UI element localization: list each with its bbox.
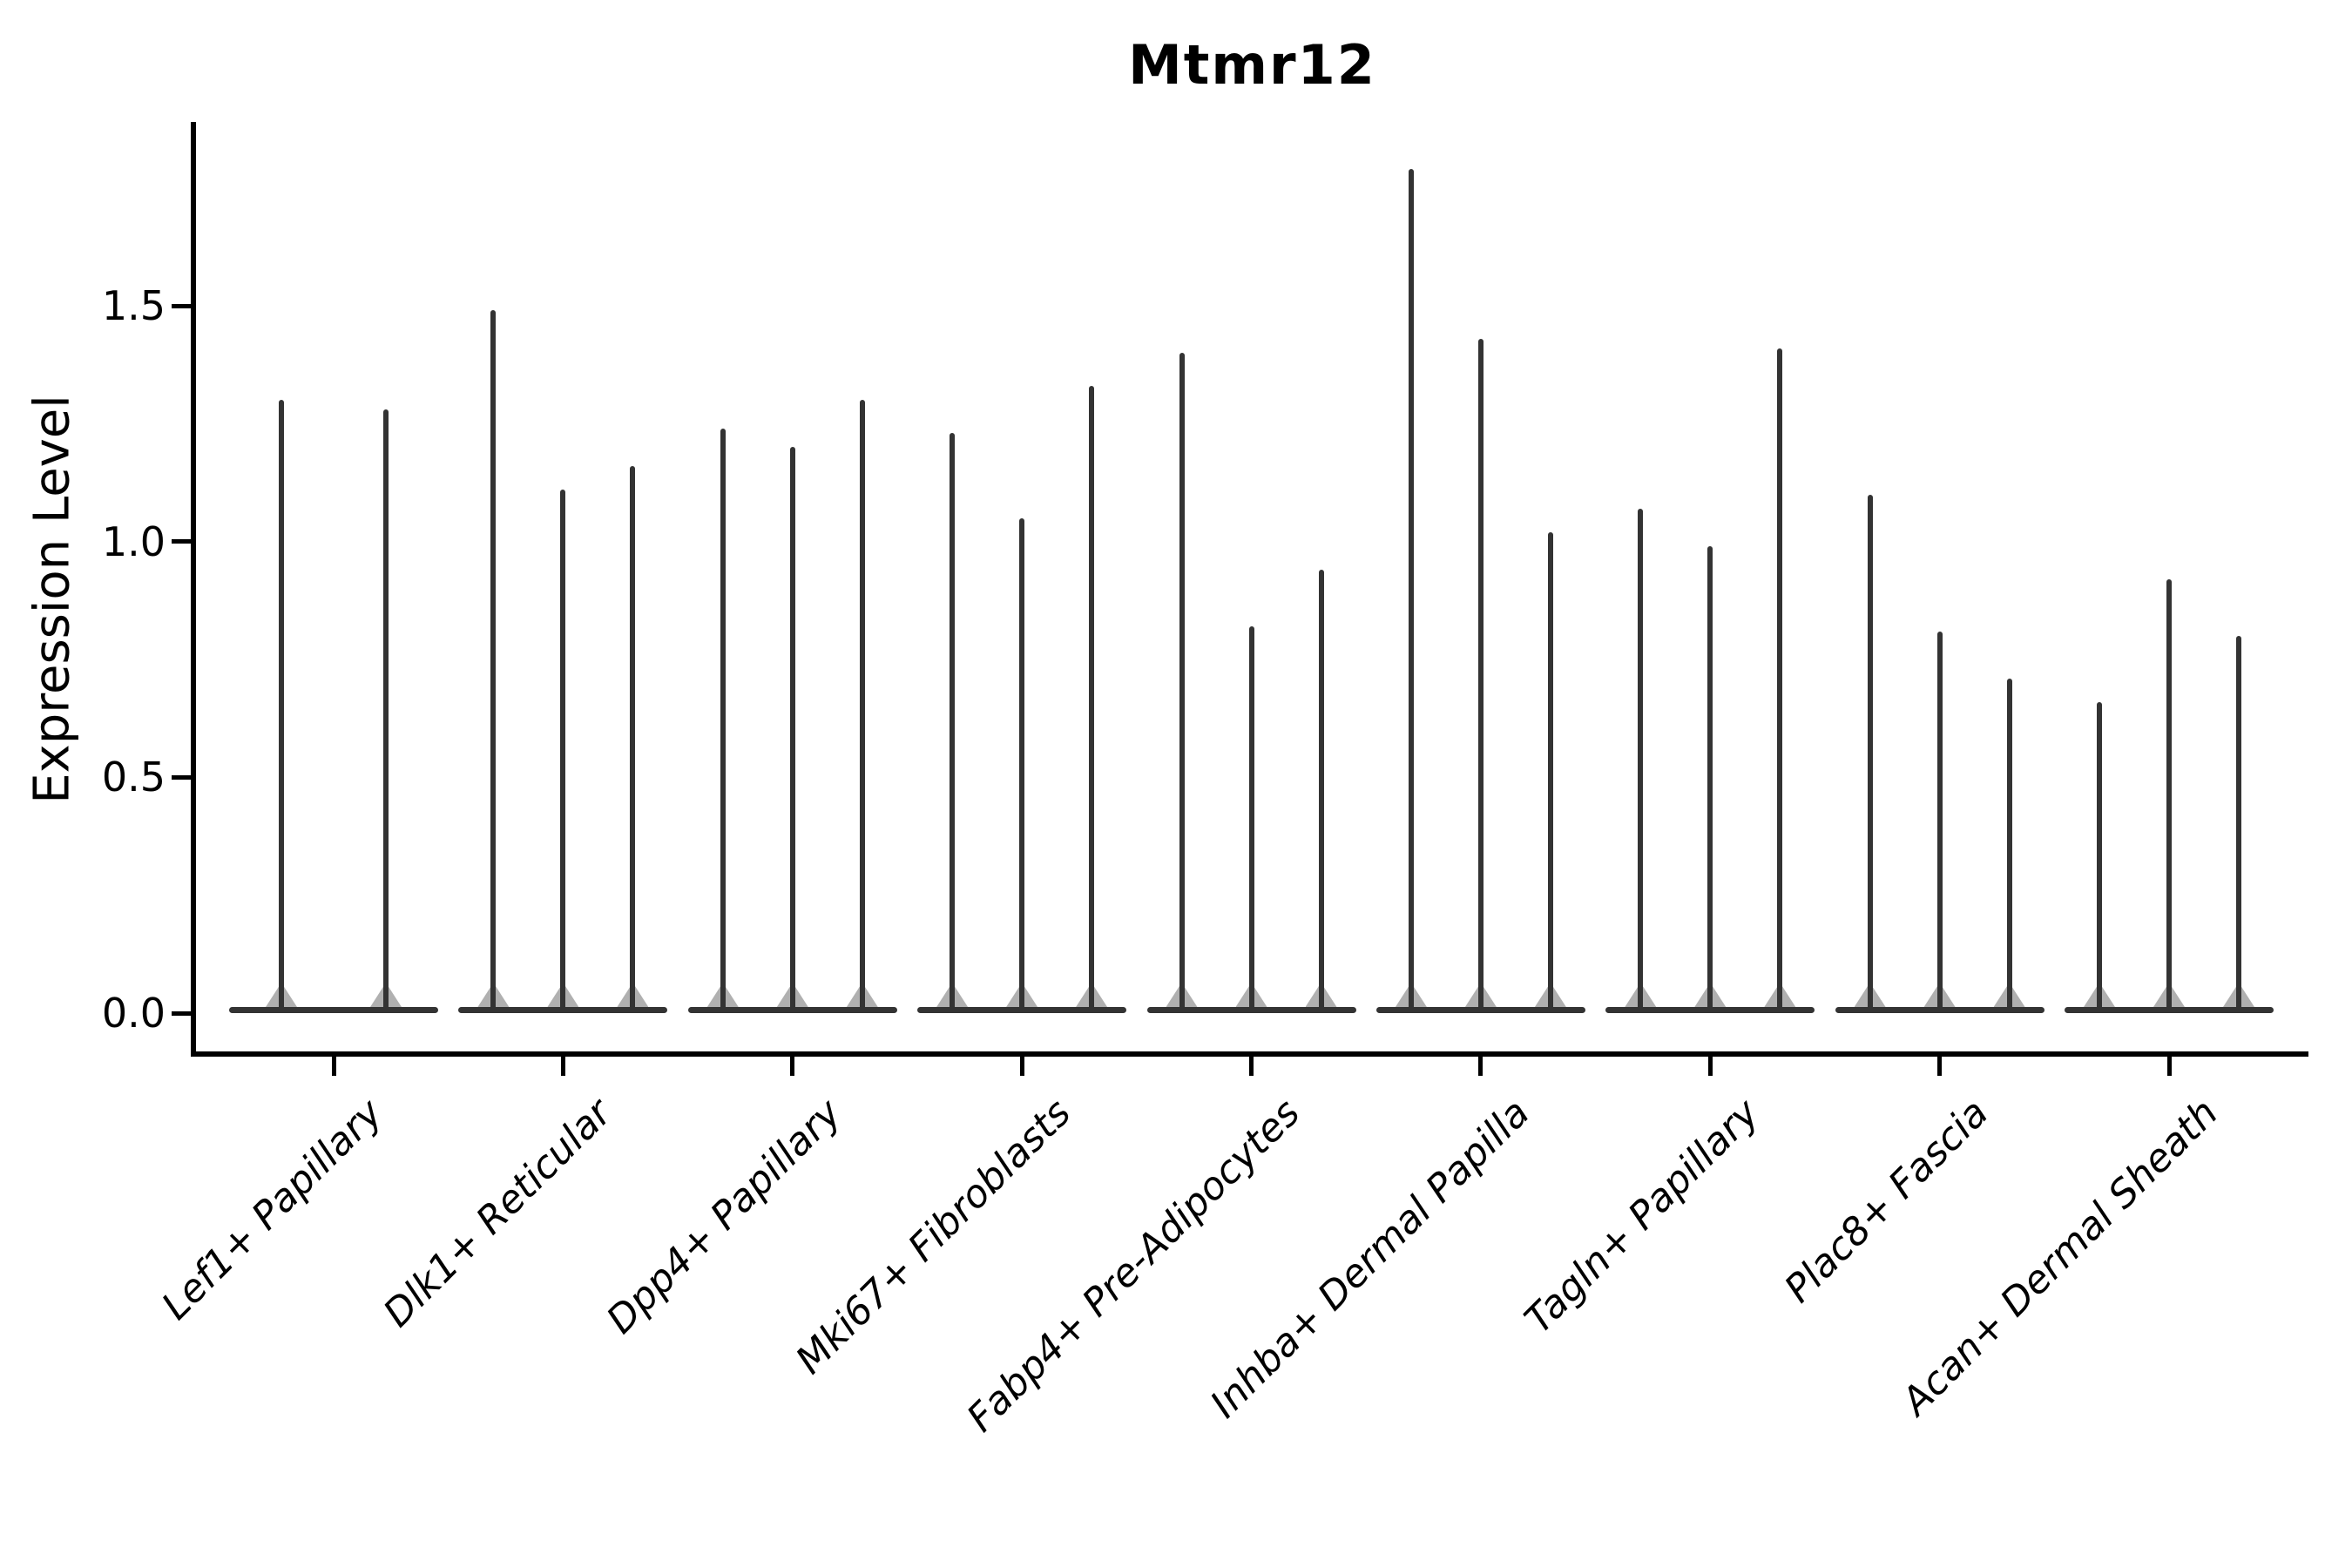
x-tick-label: Dpp4+ Papillary [598, 1091, 850, 1343]
y-tick-label: 0.5 [101, 754, 166, 801]
violin-stem [630, 466, 636, 1013]
violin-stem [383, 409, 389, 1013]
x-tick-label: Dlk1+ Reticular [375, 1091, 621, 1336]
y-tick-mark [172, 539, 191, 544]
x-tick-mark [331, 1057, 336, 1076]
x-axis-spine [191, 1051, 2308, 1057]
violin-stem [789, 447, 795, 1013]
x-tick-mark [1019, 1057, 1024, 1076]
x-tick-mark [1937, 1057, 1943, 1076]
x-tick-label: Lef1+ Papillary [153, 1091, 392, 1329]
violin-stem [1019, 518, 1025, 1013]
y-tick-mark [172, 303, 191, 308]
violin-stem [1867, 495, 1873, 1013]
violin-base [229, 1007, 438, 1013]
violin-stem [1477, 339, 1484, 1013]
violin-stem [950, 433, 956, 1013]
x-tick-mark [1707, 1057, 1713, 1076]
violin-stem [1936, 632, 1943, 1013]
y-tick-label: 0.0 [101, 990, 166, 1037]
violin-stem [1179, 353, 1185, 1013]
violin-stem [2236, 636, 2241, 1013]
violin-stem [1248, 626, 1254, 1013]
violin-stem [2006, 679, 2012, 1013]
y-axis-spine [191, 122, 196, 1057]
x-tick-mark [560, 1057, 565, 1076]
violin-stem [1707, 546, 1713, 1013]
violin-stem [490, 310, 497, 1013]
y-axis-label: Expression Level [24, 395, 81, 804]
violin-stem [1638, 509, 1644, 1013]
violin-stem [1547, 532, 1553, 1013]
y-tick-mark [172, 774, 191, 780]
violin-stem [2166, 579, 2172, 1013]
violin-stem [279, 400, 284, 1013]
violin-stem [1318, 570, 1324, 1013]
violin-stem [560, 490, 566, 1013]
x-tick-label: Tagln+ Papillary [1516, 1091, 1768, 1342]
violin-stem [1408, 169, 1414, 1013]
x-tick-mark [2166, 1057, 2172, 1076]
y-tick-label: 1.0 [101, 517, 166, 565]
chart-title: Mtmr12 [1128, 33, 1376, 97]
x-tick-mark [790, 1057, 795, 1076]
violin-stem [2097, 702, 2102, 1013]
violin-stem [859, 400, 865, 1013]
y-tick-mark [172, 1010, 191, 1016]
x-tick-mark [1478, 1057, 1484, 1076]
y-tick-label: 1.5 [101, 282, 166, 330]
x-tick-label: Plac8+ Fascia [1776, 1091, 1997, 1312]
x-tick-mark [1249, 1057, 1254, 1076]
violin-stem [1777, 348, 1783, 1013]
violin-stem [720, 429, 726, 1013]
violin-stem [1089, 386, 1095, 1013]
